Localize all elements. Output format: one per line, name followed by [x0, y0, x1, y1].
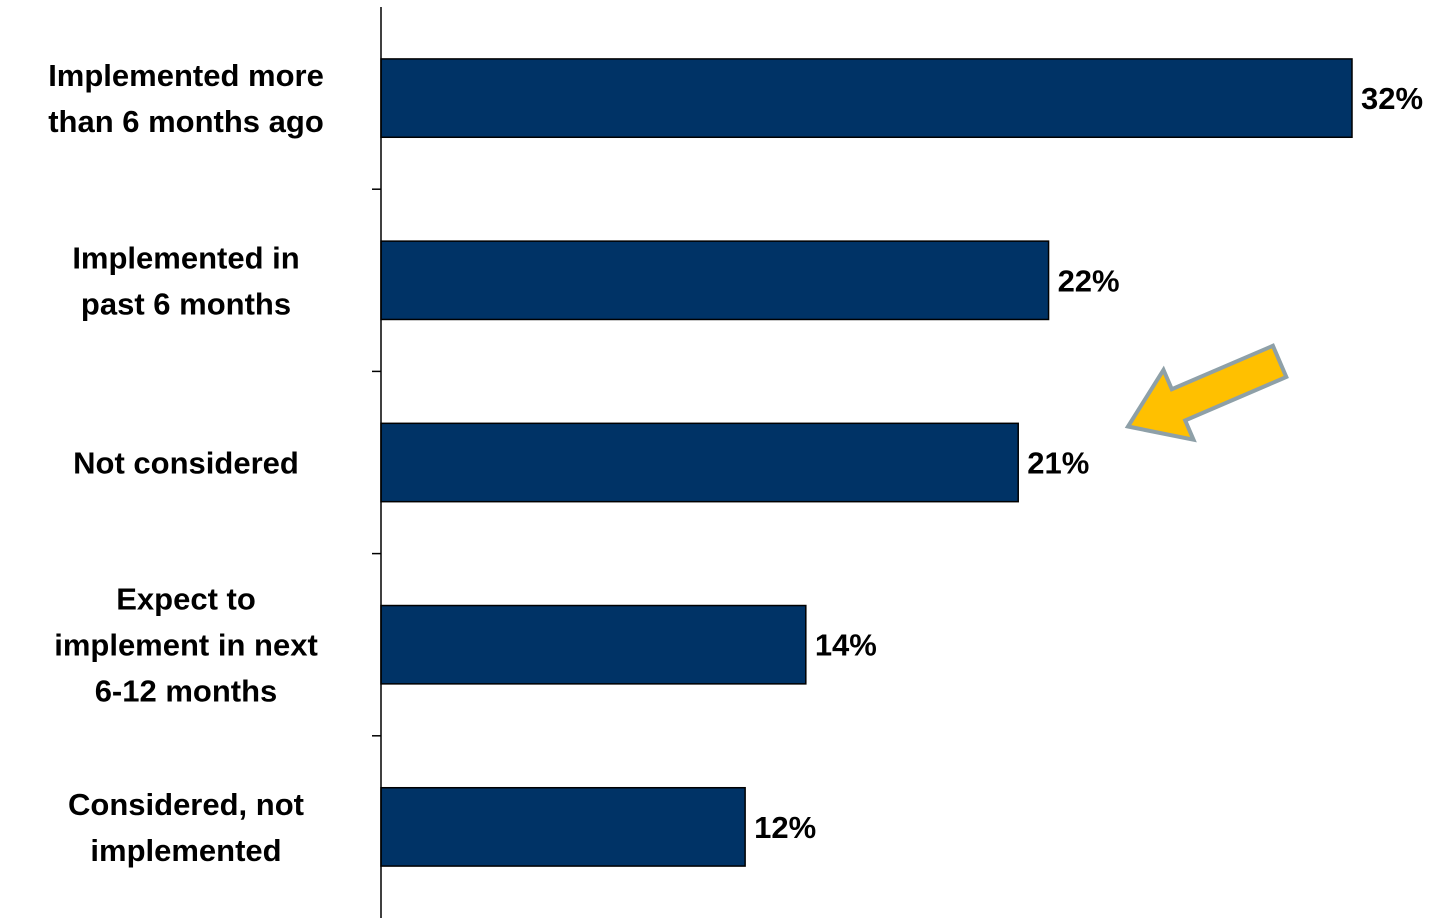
category-label-4: Expect to implement in next 6-12 months: [54, 582, 318, 709]
bar-4: [380, 604, 807, 685]
value-label-2: 22%: [1058, 263, 1120, 298]
category-labels: Implemented more than 6 months agoImpleme…: [48, 58, 324, 868]
category-label-line: implemented: [90, 833, 281, 868]
value-labels: 32% 22% 21% 14% 12%: [754, 81, 1423, 845]
value-label-1: 32%: [1361, 81, 1423, 116]
y-axis: [372, 7, 382, 918]
bar-1: [380, 58, 1353, 139]
category-label-line: implement in next: [54, 628, 318, 663]
arrow-icon: [1124, 343, 1289, 443]
category-label-line: Implemented in: [72, 240, 299, 275]
bars-layer: [380, 58, 1353, 867]
value-label-4: 14%: [815, 628, 877, 663]
category-label-5: Considered, not implemented: [68, 787, 304, 868]
category-label-3: Not considered: [73, 446, 299, 481]
category-label-line: Implemented more: [48, 58, 324, 93]
category-label-line: Not considered: [73, 446, 299, 481]
category-label-line: than 6 months ago: [48, 104, 324, 139]
value-label-3: 21%: [1027, 446, 1089, 481]
category-label-line: Considered, not: [68, 787, 304, 822]
value-label-5: 12%: [754, 810, 816, 845]
bar-3: [380, 422, 1019, 503]
annotation-layer: [1124, 343, 1289, 443]
category-label-line: 6-12 months: [95, 674, 278, 709]
category-label-line: Expect to: [116, 582, 256, 617]
bar-5: [380, 786, 746, 867]
bar-2: [380, 240, 1050, 321]
category-label-1: Implemented more than 6 months ago: [48, 58, 324, 139]
category-label-line: past 6 months: [81, 286, 291, 321]
category-label-2: Implemented in past 6 months: [72, 240, 299, 321]
